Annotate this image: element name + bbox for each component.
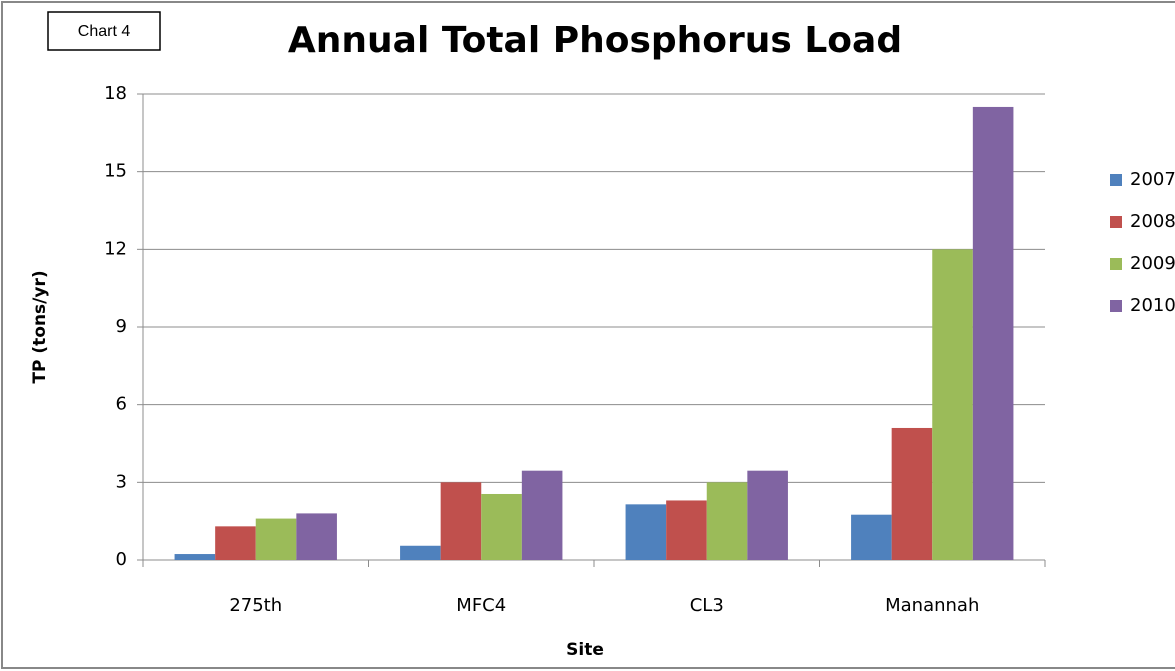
y-tick-label: 6	[116, 394, 127, 415]
legend-swatch	[1110, 174, 1122, 186]
bar	[215, 526, 256, 560]
bar	[255, 518, 297, 560]
bar	[666, 500, 707, 560]
bar	[174, 554, 216, 560]
x-tick-label: Manannah	[885, 595, 979, 616]
y-tick-label: 18	[104, 83, 127, 104]
y-tick-label: 9	[116, 316, 127, 337]
legend-label: 2009	[1130, 253, 1175, 274]
bar	[851, 514, 892, 560]
bar	[747, 470, 788, 560]
legend-swatch	[1110, 216, 1122, 228]
bar	[296, 513, 337, 560]
x-tick-label: MFC4	[456, 595, 506, 616]
legend-label: 2008	[1130, 211, 1175, 232]
x-tick-label: CL3	[690, 595, 724, 616]
chart-title: Annual Total Phosphorus Load	[288, 20, 902, 61]
y-tick-label: 3	[116, 471, 127, 492]
y-tick-label: 15	[104, 161, 127, 182]
bar	[440, 482, 482, 560]
bar	[932, 249, 973, 561]
legend-label: 2010	[1130, 295, 1175, 316]
y-tick-label: 12	[104, 238, 127, 259]
x-tick-label: 275th	[229, 595, 282, 616]
bar	[972, 106, 1014, 560]
y-tick-label: 0	[116, 549, 127, 570]
label-box	[47, 11, 161, 51]
chart-label: Chart 4	[78, 23, 131, 40]
bar	[891, 427, 933, 560]
legend-label: 2007	[1130, 169, 1175, 190]
bar	[400, 545, 441, 560]
bar	[481, 493, 522, 560]
y-axis-label: TP (tons/yr)	[30, 270, 50, 383]
bar	[625, 504, 667, 560]
x-axis-label: Site	[566, 640, 604, 660]
bar	[706, 482, 748, 560]
legend-swatch	[1110, 258, 1122, 270]
bar	[521, 470, 563, 560]
legend-swatch	[1110, 300, 1122, 312]
